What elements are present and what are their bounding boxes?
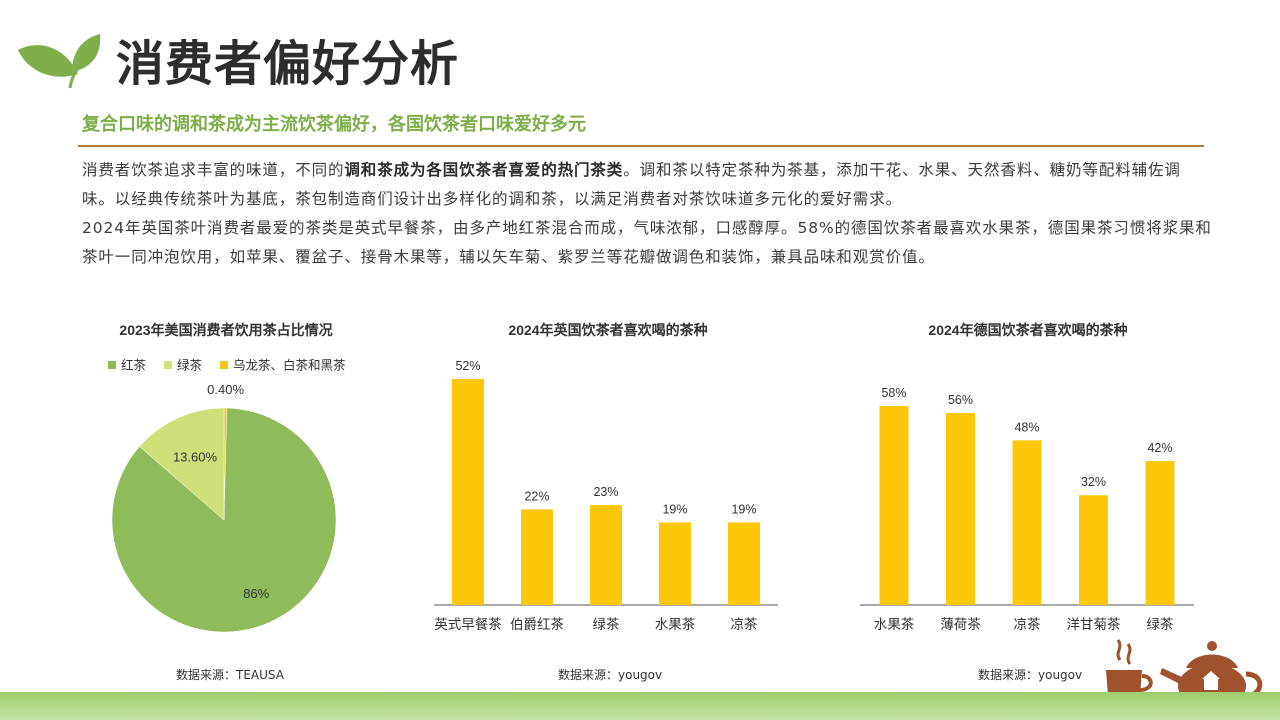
pie-slice	[139, 407, 225, 521]
paragraph-1-end: 。调和茶以特定茶种为茶基，添加干花、水果、天然香料、糖奶等配料辅佐调味。以经典传…	[82, 161, 1181, 208]
chart-title: 2023年美国消费者饮用茶占比情况	[119, 322, 332, 338]
chart-de-source: 数据来源：yougov	[978, 668, 1083, 682]
paragraph-1-start: 消费者饮茶追求丰富的味道，不同的	[82, 161, 345, 179]
data-label: 23%	[593, 485, 618, 499]
bar-chart-de: 2024年德国饮茶者喜欢喝的茶种 58% 水果茶 56% 薄荷茶 48% 凉茶 32% 洋甘菊茶…	[860, 322, 1194, 632]
data-label: 19%	[731, 502, 756, 516]
data-label: 52%	[455, 359, 480, 373]
bar	[879, 406, 909, 605]
data-label: 32%	[1081, 475, 1106, 489]
category-label: 凉茶	[1014, 617, 1042, 632]
bar	[1079, 495, 1108, 605]
page-title: 消费者偏好分析	[116, 36, 460, 92]
page-subtitle: 复合口味的调和茶成为主流饮茶偏好，各国饮茶者口味爱好多元	[82, 114, 586, 135]
bar	[659, 522, 691, 605]
legend-swatch	[164, 361, 172, 369]
data-label: 48%	[1014, 420, 1039, 434]
category-label: 薄荷茶	[940, 617, 981, 632]
legend-item: 乌龙茶、白茶和黑茶	[220, 358, 346, 373]
legend-label: 乌龙茶、白茶和黑茶	[233, 358, 346, 373]
bar	[946, 412, 975, 605]
data-label: 42%	[1147, 441, 1172, 455]
bar	[728, 522, 760, 605]
bar	[521, 509, 553, 605]
legend-item: 绿茶	[164, 358, 203, 373]
category-label: 英式早餐茶	[434, 616, 502, 632]
leaf-logo-icon	[18, 34, 101, 89]
chart-us-source: 数据来源：TEAUSA	[176, 668, 284, 682]
paragraph-2: 2024年英国茶叶消费者最爱的茶类是英式早餐茶，由多产地红茶混合而成，气味浓郁，…	[82, 219, 1212, 266]
data-label: 19%	[662, 502, 687, 516]
bar	[590, 505, 622, 605]
bar-chart-uk: 2024年英国饮茶者喜欢喝的茶种 52% 英式早餐茶 22% 伯爵红茶 23% 绿茶 19% 水…	[434, 322, 778, 632]
bar	[1145, 460, 1175, 605]
chart-title: 2024年德国饮茶者喜欢喝的茶种	[928, 322, 1127, 338]
paragraph-1: 消费者饮茶追求丰富的味道，不同的调和茶成为各国饮茶者喜爱的热门茶类。调和茶以特定…	[82, 156, 1212, 214]
data-label: 0.40%	[207, 382, 244, 397]
data-label: 13.60%	[173, 449, 218, 464]
category-label: 凉茶	[731, 617, 759, 632]
divider	[78, 145, 1204, 147]
data-label: 56%	[948, 393, 973, 407]
chart-title: 2024年英国饮茶者喜欢喝的茶种	[508, 322, 707, 338]
legend-label: 红茶	[121, 358, 147, 373]
chart-us-pie: 2023年美国消费者饮用茶占比情况 红茶 绿茶 乌龙茶、白茶和黑茶 86% 13.60% 0…	[100, 305, 380, 645]
footer-band	[0, 692, 1280, 720]
data-label: 58%	[881, 386, 906, 400]
data-label: 86%	[243, 586, 269, 601]
legend-item: 红茶	[108, 358, 147, 373]
category-label: 水果茶	[874, 617, 915, 632]
paragraph-1-highlight: 调和茶成为各国饮茶者喜爱的热门茶类	[344, 161, 624, 179]
data-label: 22%	[524, 489, 549, 503]
bar	[452, 379, 484, 605]
category-label: 绿茶	[593, 617, 621, 632]
category-label: 绿茶	[1147, 617, 1175, 632]
bar	[1012, 440, 1042, 605]
chart-de-bar: 2024年德国饮茶者喜欢喝的茶种 58% 水果茶 56% 薄荷茶 48% 凉茶 32% 洋甘菊茶…	[858, 305, 1198, 645]
body-text: 消费者饮茶追求丰富的味道，不同的调和茶成为各国饮茶者喜爱的热门茶类。调和茶以特定…	[82, 156, 1212, 272]
category-label: 洋甘菊茶	[1067, 617, 1121, 632]
chart-uk-source: 数据来源：yougov	[558, 668, 663, 682]
category-label: 水果茶	[655, 617, 696, 632]
legend-swatch	[220, 361, 228, 369]
chart-uk-bar: 2024年英国饮茶者喜欢喝的茶种 52% 英式早餐茶 22% 伯爵红茶 23% 绿茶 19% 水…	[430, 305, 782, 645]
category-label: 伯爵红茶	[510, 617, 564, 632]
legend-label: 绿茶	[177, 358, 203, 373]
legend-swatch	[108, 361, 116, 369]
